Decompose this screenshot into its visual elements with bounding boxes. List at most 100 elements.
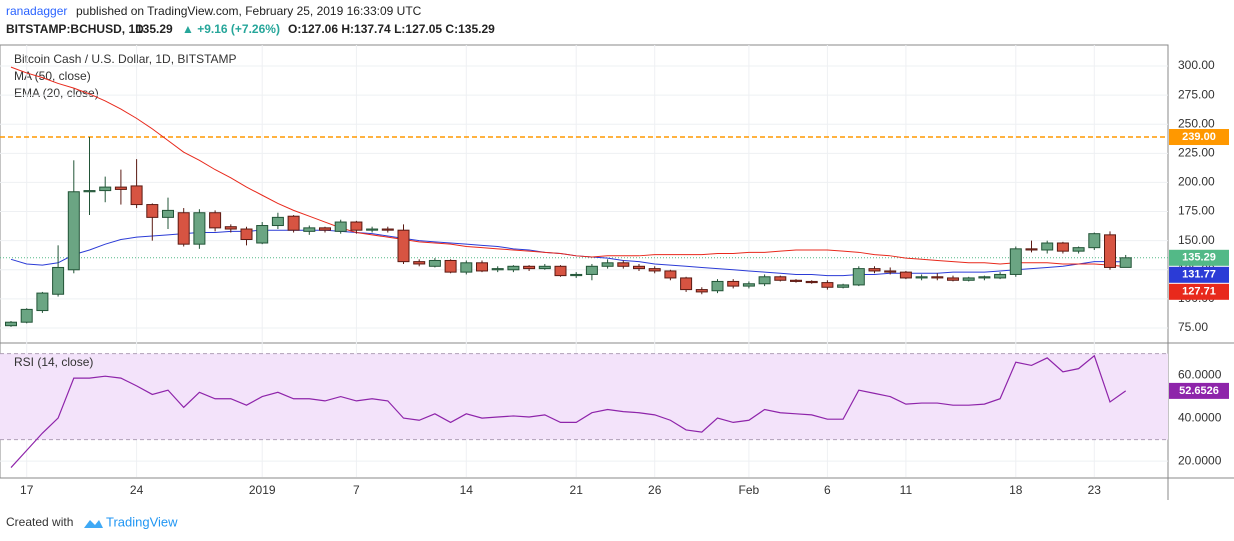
footer-brand[interactable]: TradingView: [106, 514, 178, 529]
x-tick-label: 11: [900, 483, 913, 497]
candle-body: [962, 277, 975, 281]
y-tick-label: 250.00: [1178, 116, 1215, 130]
candle-body: [931, 276, 944, 279]
candle-body: [554, 265, 567, 277]
candle-body: [114, 186, 127, 190]
y-tick-label: 225.00: [1178, 145, 1215, 159]
x-tick-label: 26: [648, 483, 662, 497]
candle-body: [947, 277, 959, 281]
legend-ma: MA (50, close): [14, 69, 91, 83]
price-tag-label: 135.29: [1182, 252, 1216, 264]
y-tick-label: 40.0000: [1178, 410, 1222, 424]
candle-body: [413, 261, 426, 265]
candle-body: [460, 262, 473, 273]
candle-body: [680, 277, 693, 291]
x-tick-label: 7: [353, 483, 360, 497]
x-tick-label: 6: [824, 483, 831, 497]
candle-body: [884, 270, 897, 273]
y-tick-label: 300.00: [1178, 58, 1215, 72]
change: ▲ +9.16 (+7.26%): [182, 22, 280, 36]
candle-body: [256, 225, 269, 244]
last-price: 135.29: [136, 22, 173, 36]
footer-created: Created with: [6, 515, 73, 529]
candle-body: [821, 282, 834, 288]
candle-body: [162, 209, 174, 218]
candle-body: [994, 273, 1007, 279]
candle-body: [1088, 233, 1101, 249]
candle-body: [52, 266, 65, 295]
pane-title: RSI (14, close): [14, 355, 93, 369]
candle-body: [617, 262, 630, 267]
candle-body: [476, 262, 488, 272]
y-tick-label: 175.00: [1178, 204, 1215, 218]
candle-body: [36, 292, 49, 312]
candle-body: [177, 212, 190, 245]
author[interactable]: ranadagger: [6, 4, 67, 18]
candle-body: [664, 270, 677, 279]
candle-body: [585, 265, 598, 275]
candle-body: [790, 279, 802, 282]
y-tick-label: 60.0000: [1178, 367, 1222, 381]
indicator-line: [10, 66, 1126, 268]
x-tick-label: Feb: [739, 483, 760, 497]
published: published on TradingView.com, February 2…: [76, 4, 422, 18]
candle-body: [507, 265, 520, 271]
price-tag: [1169, 283, 1229, 300]
candle-body: [805, 280, 818, 284]
candle-body: [727, 280, 740, 287]
candle-body: [99, 186, 112, 192]
candle-body: [271, 216, 284, 227]
candle-body: [978, 276, 991, 279]
price-tag-label: 127.71: [1182, 286, 1216, 298]
candle-body: [695, 289, 708, 293]
x-tick-label: 2019: [249, 483, 276, 497]
candle-body: [774, 276, 787, 281]
rsi-line: [10, 354, 1127, 468]
candle-body: [381, 228, 394, 231]
candle-body: [523, 265, 536, 270]
candle-body: [1056, 242, 1069, 252]
candle-body: [67, 191, 80, 271]
y-tick-label: 75.00: [1178, 320, 1208, 334]
candle-body: [1119, 257, 1132, 268]
candle-body: [648, 268, 661, 272]
candle-body: [538, 265, 551, 270]
candle-body: [1104, 234, 1116, 268]
candle-body: [899, 271, 912, 279]
candle-body: [444, 259, 457, 273]
candle-body: [601, 262, 614, 267]
candle-body: [758, 276, 771, 285]
rsi-band: [0, 353, 1168, 440]
candle-body: [742, 283, 755, 287]
candle-body: [209, 212, 222, 229]
candle-body: [397, 229, 410, 263]
candle-body: [1009, 248, 1022, 275]
price-tag: [1169, 382, 1229, 399]
chart-title: Bitcoin Cash / U.S. Dollar, 1D, BITSTAMP: [14, 52, 237, 66]
candle-body: [287, 215, 300, 231]
candle-body: [146, 204, 159, 218]
price-tag-label: 239.00: [1182, 131, 1216, 143]
x-tick-label: 21: [570, 483, 584, 497]
candle-body: [240, 228, 253, 241]
candle-body: [350, 221, 363, 231]
candle-body: [20, 308, 33, 323]
price-tag: [1169, 266, 1229, 283]
x-tick-label: 23: [1088, 483, 1102, 497]
x-tick-label: 18: [1009, 483, 1023, 497]
candle-body: [633, 265, 645, 270]
price-tag-label: 131.77: [1182, 269, 1216, 281]
price-tag: [1169, 129, 1229, 146]
candle-body: [224, 226, 237, 230]
x-tick-label: 24: [130, 483, 144, 497]
y-tick-label: 150.00: [1178, 233, 1215, 247]
candle-body: [366, 228, 379, 231]
candle-body: [711, 280, 724, 292]
candle-body: [837, 284, 850, 288]
candle-body: [130, 185, 143, 206]
candle-body: [1041, 242, 1054, 251]
candle-body: [1072, 247, 1085, 252]
y-tick-label: 20.0000: [1178, 453, 1222, 467]
candle-body: [570, 273, 583, 277]
